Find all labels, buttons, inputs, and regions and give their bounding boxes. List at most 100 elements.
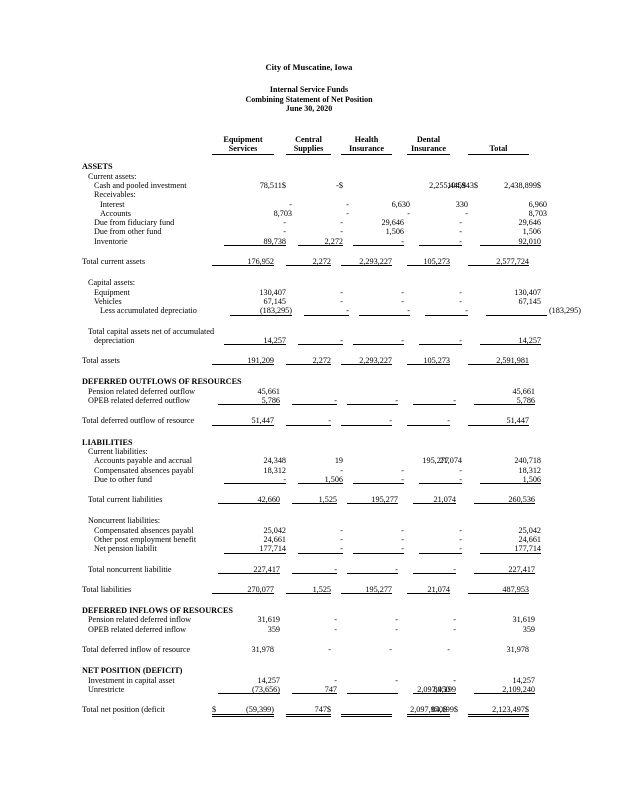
value-cell: 31,619: [218, 615, 280, 624]
row-label: Investment in capital asset: [88, 675, 175, 685]
cell-value: 177,714: [259, 544, 286, 554]
cell-value: -: [453, 396, 456, 406]
cell-value: -: [459, 474, 462, 484]
value-cell: -$: [298, 181, 343, 190]
cell-value: 2,293,227: [359, 356, 392, 366]
cell-value: 1,506: [522, 227, 541, 237]
section-spacer: [82, 654, 618, 666]
value-cell: 14,257: [474, 676, 535, 685]
row-label: Compensated absences payabl: [94, 525, 194, 535]
row-label: Equipment: [94, 287, 130, 297]
value-cell: [292, 387, 337, 396]
cell-value: -$: [336, 180, 343, 190]
cell-value: -: [459, 544, 462, 554]
value-cell: -: [419, 227, 462, 236]
cell-value: -: [465, 306, 468, 316]
value-cell: -: [292, 676, 337, 685]
cell-value: -: [346, 199, 349, 209]
value-cell: 6,960: [486, 200, 547, 209]
table-row: Total deferred inflow of resource 31,978 -…: [82, 645, 618, 654]
value-cell: 104,943$: [419, 181, 478, 190]
value-cell: -: [419, 466, 462, 475]
value-cell: 359: [218, 625, 280, 634]
cell-value: 45,661: [512, 386, 535, 396]
cell-value: 92,010: [518, 236, 541, 246]
table-row: Capital assets:: [82, 278, 618, 287]
value-cell: [218, 278, 280, 287]
value-cell: -: [224, 218, 286, 227]
cell-value: -: [447, 416, 450, 426]
row-label: Capital assets:: [88, 278, 136, 288]
cell-value: 31,619: [257, 615, 280, 625]
cell-value: (183,295): [259, 306, 292, 316]
row-label: OPEB related deferred outflow: [88, 396, 191, 406]
value-cell: 89,738: [224, 237, 286, 247]
value-cell: -: [304, 306, 349, 316]
value-cell: -: [292, 625, 337, 634]
value-cell: -: [347, 396, 398, 406]
cell-value: 5,786: [516, 396, 535, 406]
cell-value: 130,407: [259, 287, 286, 297]
value-cell: [407, 438, 450, 447]
row-label: Pension related deferred inflow: [88, 615, 191, 625]
value-cell: -: [224, 227, 286, 236]
value-cell: -: [230, 200, 292, 209]
value-cell: [468, 438, 529, 447]
cell-value: 24,661: [518, 534, 541, 544]
value-cell: 8,703: [486, 209, 547, 218]
section-spacer: [82, 345, 618, 356]
cell-value: -: [346, 208, 349, 218]
value-cell: 270,077: [212, 585, 274, 595]
section-spacer: [82, 246, 618, 257]
value-cell: -: [425, 306, 468, 316]
value-cell: -: [341, 645, 392, 654]
cell-value: 24,348: [263, 456, 286, 466]
value-cell: -: [304, 209, 349, 218]
cell-value: -: [401, 335, 404, 345]
value-cell: 84,199: [413, 685, 456, 695]
value-cell: 84,199$: [407, 705, 458, 717]
table-row: depreciation 14,257 - - - 14,257: [82, 335, 618, 346]
cell-value: 21,074: [427, 584, 450, 594]
value-cell: [218, 447, 280, 456]
value-cell: [286, 606, 331, 615]
value-cell: [407, 162, 450, 171]
value-cell: 227,417: [474, 565, 535, 574]
value-cell: 19: [298, 456, 343, 465]
cell-value: 19: [334, 456, 343, 466]
row-label: Net pension liabilit: [94, 544, 157, 554]
value-cell: [286, 377, 331, 386]
cell-value: -: [328, 416, 331, 426]
table-row: Total current assets 176,952 2,272 2,293,22…: [82, 257, 618, 267]
section-spacer: [82, 316, 618, 327]
value-cell: [413, 447, 456, 456]
cell-value: -: [389, 645, 392, 655]
value-cell: [286, 666, 331, 675]
value-cell: -: [413, 396, 456, 406]
cell-value: -: [459, 218, 462, 228]
row-label: Accounts: [100, 208, 131, 218]
value-cell: 195,277: [347, 495, 398, 505]
value-cell: [474, 516, 535, 525]
cell-value: -: [459, 534, 462, 544]
table-row: DEFERRED OUTFLOWS OF RESOURCES: [82, 377, 618, 386]
cell-value: 240,718: [514, 456, 541, 466]
value-cell: -: [286, 645, 331, 654]
row-label: Total deferred inflow of resource: [82, 645, 191, 655]
column-header-row: Equipment Services Central Supplies Heal…: [82, 135, 618, 156]
value-cell: 176,952: [212, 257, 274, 267]
value-cell: 45,661: [218, 387, 280, 396]
cell-value: -: [389, 416, 392, 426]
cell-value: 14,257: [257, 675, 280, 685]
column-header-equipment-services: Equipment Services: [212, 135, 274, 156]
row-label: DEFERRED INFLOWS OF RESOURCES: [82, 606, 233, 616]
cell-value: 45,661: [257, 386, 280, 396]
table-row: Total current liabilities 42,660 1,525 195,…: [82, 495, 618, 505]
row-label: Current assets:: [88, 171, 137, 181]
value-cell: [218, 172, 280, 181]
value-cell: 487,953: [468, 585, 529, 595]
value-cell: 227,417: [218, 565, 280, 574]
value-cell: -: [419, 297, 462, 306]
value-cell: [218, 327, 280, 336]
row-label: Vehicles: [94, 296, 122, 306]
